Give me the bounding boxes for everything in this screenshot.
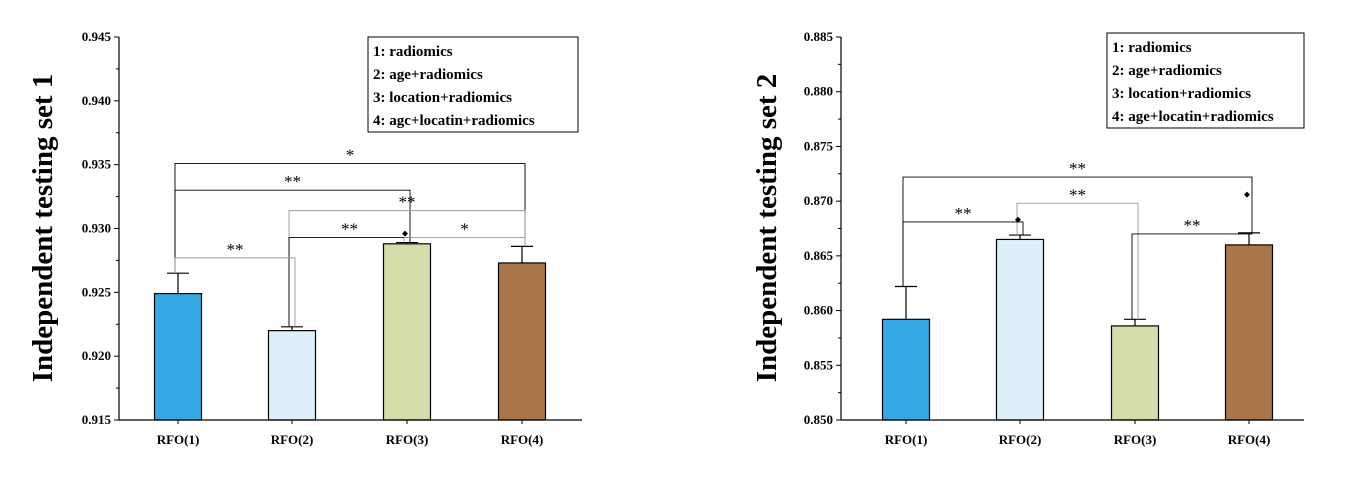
outlier-marker: [402, 230, 408, 237]
significance-label: **: [1184, 216, 1201, 235]
x-tick-label: RFO(1): [885, 432, 928, 447]
chart-1: Independent testing set 1 0.915 0.920 0.925…: [27, 29, 582, 447]
y-tick-label: 0.875: [804, 138, 834, 153]
y-tick-label: 0.850: [804, 412, 833, 427]
outlier-marker: [1015, 216, 1021, 223]
legend-entry: 2: age+radiomics: [373, 67, 483, 83]
bar-4: [497, 262, 547, 421]
y-tick-label: 0.920: [82, 348, 111, 363]
legend-entry: 1: radiomics: [1112, 40, 1192, 56]
legend-entry: 2: age+radiomics: [1112, 63, 1222, 79]
y-tick-label: 0.855: [804, 357, 834, 372]
legend-entry: 3: location+radiomics: [1112, 86, 1251, 102]
legend-entry: 4: age+locatin+radiomics: [1112, 109, 1274, 125]
y-tick-label: 0.940: [82, 93, 111, 108]
bar-1: [881, 318, 931, 421]
y-tick-label: 0.860: [804, 303, 833, 318]
legend-entry: 4: agc+locatin+radiomics: [373, 113, 535, 129]
legend: 1: radiomics 2: age+radiomics 3: location+…: [367, 36, 579, 133]
bar-4: [1224, 244, 1274, 421]
y-tick-label: 0.870: [804, 193, 833, 208]
significance-label: **: [227, 240, 244, 259]
outlier-marker: [1244, 191, 1250, 198]
legend: 1: radiomics 2: age+radiomics 3: location+…: [1106, 32, 1305, 129]
x-tick-label: RFO(2): [271, 432, 314, 447]
legend-box: [367, 36, 579, 133]
legend-entry: 3: location+radiomics: [373, 90, 512, 106]
bar-2: [995, 238, 1045, 421]
y-tick-label: 0.930: [82, 221, 111, 236]
x-tick-label: RFO(2): [999, 432, 1042, 447]
y-tick-label: 0.885: [804, 29, 834, 44]
significance-label: **: [284, 172, 301, 191]
significance-label: **: [955, 204, 972, 223]
significance-label: **: [399, 193, 416, 212]
y-axis-title: Independent testing set 2: [751, 74, 783, 383]
bar-3: [1110, 325, 1160, 421]
x-tick-label: RFO(4): [501, 432, 544, 447]
significance-label: **: [1069, 159, 1086, 178]
y-tick-label: 0.925: [82, 284, 112, 299]
bar-2: [267, 330, 317, 421]
x-tick-label: RFO(3): [386, 432, 429, 447]
x-tick-label: RFO(1): [157, 432, 200, 447]
y-tick-label: 0.935: [82, 157, 112, 172]
significance-bracket-3: [902, 221, 1024, 287]
x-tick-label: RFO(4): [1228, 432, 1271, 447]
legend-entry: 1: radiomics: [373, 44, 453, 60]
significance-bracket-5: [403, 236, 526, 247]
y-tick-label: 0.865: [804, 248, 834, 263]
x-tick-label: RFO(3): [1114, 432, 1157, 447]
significance-label: *: [346, 145, 355, 164]
y-axis-title: Independent testing set 1: [27, 74, 59, 383]
significance-label: **: [1069, 185, 1086, 204]
y-tick-label: 0.880: [804, 84, 833, 99]
y-tick-label: 0.945: [82, 29, 112, 44]
legend-box: [1106, 32, 1305, 129]
bar-1: [153, 293, 203, 421]
chart-2: Independent testing set 2 0.850 0.855 0.860…: [751, 29, 1305, 447]
significance-bracket-6: [174, 257, 296, 327]
y-tick-label: 0.915: [82, 412, 112, 427]
significance-label: *: [460, 219, 469, 238]
significance-bracket-4: [288, 236, 411, 327]
bar-3: [382, 243, 432, 421]
significance-bracket-2: [174, 189, 411, 274]
significance-label: **: [341, 219, 358, 238]
significance-bracket-4: [1131, 232, 1253, 320]
